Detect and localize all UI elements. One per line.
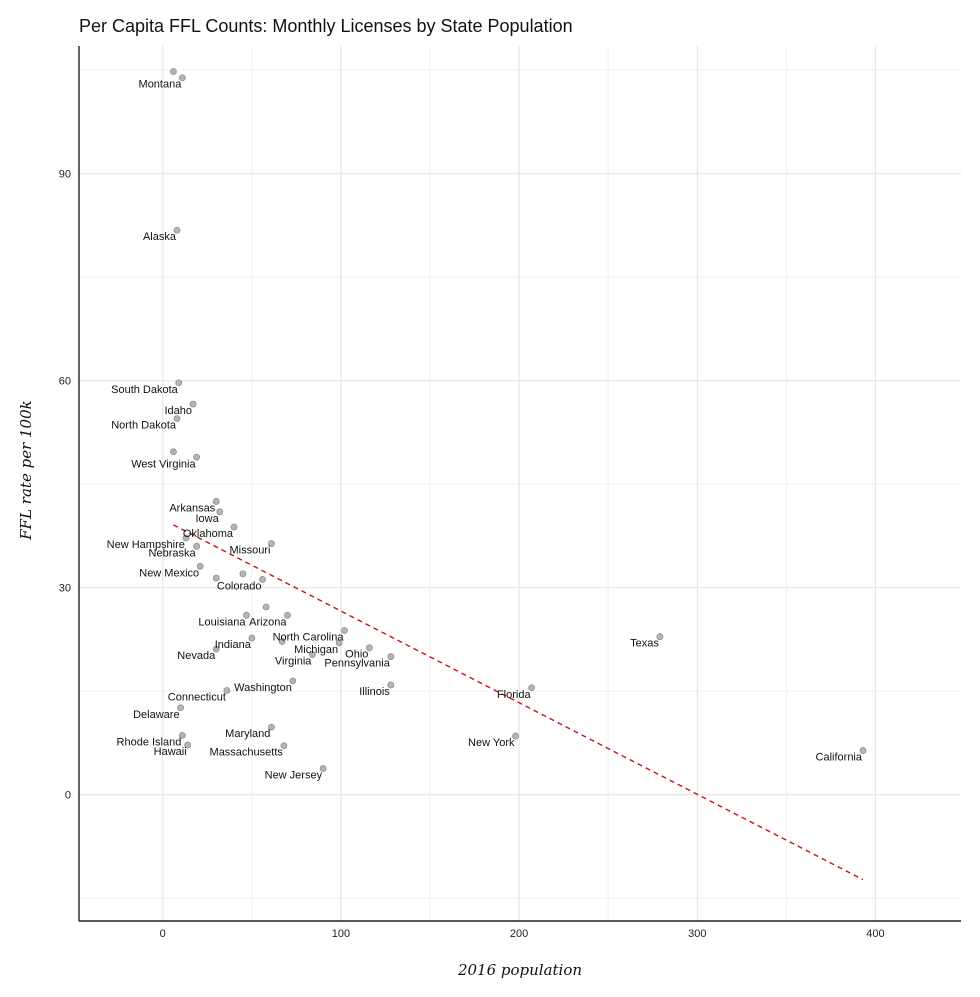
chart-title: Per Capita FFL Counts: Monthly Licenses … <box>79 16 573 36</box>
point-louisiana <box>243 611 250 619</box>
label-montana: Montana <box>139 79 183 91</box>
label-indiana: Indiana <box>215 639 252 651</box>
point-massachusetts <box>280 742 288 750</box>
label-north-carolina: North Carolina <box>273 631 345 643</box>
data-points <box>170 68 867 772</box>
label-south-dakota: South Dakota <box>111 384 179 396</box>
point-new-york <box>512 732 519 740</box>
x-tick-labels: 0 100 200 300 400 <box>160 928 885 940</box>
label-west-virginia: West Virginia <box>131 458 196 470</box>
point-arkansas <box>212 498 220 505</box>
label-nevada: Nevada <box>177 650 216 662</box>
point-unlabeled <box>170 448 177 456</box>
x-tick-label: 0 <box>160 928 166 940</box>
label-washington: Washington <box>234 682 292 694</box>
point-rhode-island <box>178 731 186 739</box>
label-north-dakota: North Dakota <box>111 420 177 432</box>
point-unlabeled <box>239 570 247 578</box>
x-tick-label: 200 <box>510 928 528 940</box>
label-pennsylvania: Pennsylvania <box>324 658 390 670</box>
point-pennsylvania <box>387 653 395 661</box>
point-maryland <box>268 723 275 731</box>
point-arizona <box>284 611 291 619</box>
label-louisiana: Louisiana <box>198 616 246 628</box>
label-nebraska: Nebraska <box>149 547 197 559</box>
point-connecticut <box>223 687 231 694</box>
y-tick-labels: 0 30 60 90 <box>59 169 71 802</box>
point-florida <box>528 684 535 692</box>
point-indiana <box>248 634 256 642</box>
point-north-dakota <box>173 415 181 423</box>
y-axis-title: FFL rate per 100k <box>17 400 35 540</box>
label-virginia: Virginia <box>275 656 312 668</box>
point-nebraska <box>193 542 201 550</box>
label-rhode-island: Rhode Island <box>117 736 182 748</box>
label-hawaii: Hawaii <box>154 746 187 758</box>
point-new-jersey <box>319 765 327 772</box>
label-new-jersey: New Jersey <box>265 769 323 781</box>
label-arkansas: Arkansas <box>169 502 215 514</box>
point-hawaii <box>184 741 192 749</box>
trend-line <box>173 524 864 881</box>
point-unlabeled <box>278 638 286 645</box>
point-washington <box>289 677 297 685</box>
point-oklahoma <box>230 523 238 531</box>
point-new-hampshire <box>182 534 190 542</box>
point-unlabeled <box>170 68 177 75</box>
label-new-york: New York <box>468 737 515 749</box>
x-tick-label: 400 <box>866 928 884 940</box>
point-south-dakota <box>175 379 183 387</box>
label-connecticut: Connecticut <box>168 692 226 704</box>
point-north-carolina <box>341 627 348 634</box>
label-colorado: Colorado <box>217 580 262 592</box>
point-illinois <box>387 681 395 689</box>
label-massachusetts: Massachusetts <box>210 747 284 759</box>
point-texas <box>656 633 664 641</box>
label-maryland: Maryland <box>225 728 270 740</box>
y-tick-label: 30 <box>59 583 71 595</box>
label-oklahoma: Oklahoma <box>183 528 234 540</box>
y-tick-label: 60 <box>59 376 71 388</box>
label-iowa: Iowa <box>196 513 220 525</box>
point-alaska <box>173 226 181 234</box>
y-tick-label: 0 <box>65 790 71 802</box>
x-tick-label: 300 <box>688 928 706 940</box>
x-axis-title: 2016 population <box>457 961 582 979</box>
x-tick-label: 100 <box>332 928 350 940</box>
label-michigan: Michigan <box>294 644 338 656</box>
point-unlabeled <box>212 574 220 582</box>
point-west-virginia <box>193 453 201 461</box>
point-unlabeled <box>262 603 270 611</box>
point-iowa <box>216 508 224 516</box>
point-michigan <box>335 639 343 647</box>
point-delaware <box>177 704 184 712</box>
point-nevada <box>212 645 220 653</box>
point-new-mexico <box>196 562 204 570</box>
point-idaho <box>189 400 197 408</box>
point-virginia <box>309 651 316 659</box>
label-idaho: Idaho <box>165 405 193 417</box>
label-new-mexico: New Mexico <box>139 567 199 579</box>
major-gridlines <box>79 46 961 921</box>
label-texas: Texas <box>630 638 659 650</box>
point-ohio <box>366 644 373 652</box>
label-new-hampshire: New Hampshire <box>107 539 185 551</box>
point-california <box>859 747 867 754</box>
point-missouri <box>268 540 275 547</box>
label-illinois: Illinois <box>359 686 390 698</box>
label-missouri: Missouri <box>229 545 270 557</box>
point-montana <box>178 74 186 82</box>
minor-gridlines <box>79 46 961 921</box>
label-florida: Florida <box>497 689 532 701</box>
point-labels: Montana Alaska South Dakota Idaho North Dako… <box>107 79 863 782</box>
label-california: California <box>816 752 863 764</box>
point-colorado <box>259 576 266 583</box>
label-arizona: Arizona <box>249 616 287 628</box>
y-tick-label: 90 <box>59 169 71 181</box>
label-delaware: Delaware <box>133 709 179 721</box>
label-ohio: Ohio <box>345 649 368 661</box>
label-alaska: Alaska <box>143 231 177 243</box>
